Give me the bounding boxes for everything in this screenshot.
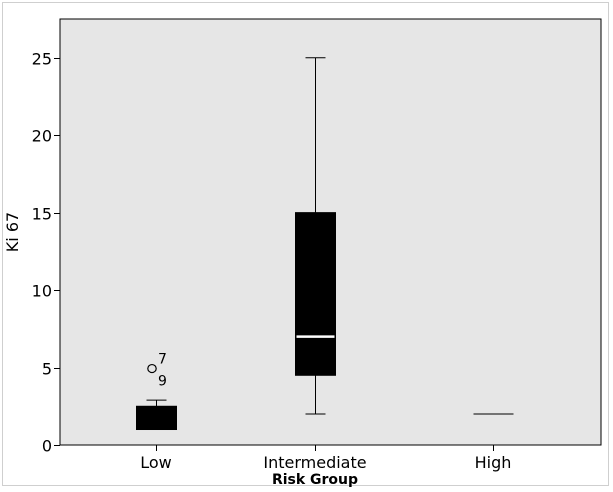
- outlier-marker: [147, 363, 157, 374]
- y-tick-label: 5: [42, 360, 52, 379]
- y-tick-label: 0: [42, 437, 52, 456]
- box-low: [136, 399, 177, 431]
- x-axis: Low Intermediate High: [140, 445, 511, 472]
- x-tick-label: Low: [140, 453, 172, 472]
- y-axis: 0 5 10 15 20 25: [32, 50, 60, 456]
- y-axis-title: Ki 67: [3, 212, 22, 252]
- iqr-box: [136, 405, 177, 431]
- box-intermediate: [295, 57, 336, 415]
- iqr-box: [295, 212, 336, 376]
- y-tick-label: 15: [32, 205, 52, 224]
- y-tick-label: 10: [32, 282, 52, 301]
- outlier-label: 7: [158, 352, 167, 368]
- boxes: [136, 57, 514, 431]
- x-tick-label: Intermediate: [263, 453, 366, 472]
- y-tick-label: 20: [32, 127, 52, 146]
- y-tick-label: 25: [32, 50, 52, 69]
- x-axis-title: Risk Group: [272, 472, 358, 488]
- outliers: 79: [147, 352, 167, 390]
- outlier-label: 9: [158, 374, 167, 390]
- x-tick-label: High: [475, 453, 512, 472]
